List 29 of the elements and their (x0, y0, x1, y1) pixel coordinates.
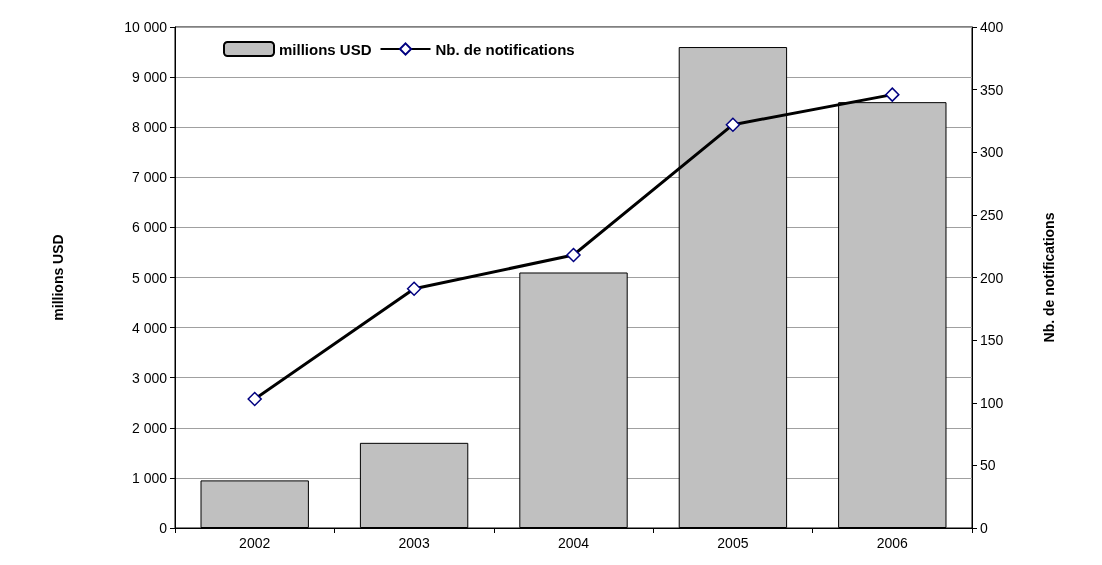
legend-label: Nb. de notifications (435, 40, 575, 58)
y2-tick-label: 300 (980, 144, 1004, 161)
x-tick-label: 2002 (239, 535, 271, 551)
x-tick-label: 2003 (398, 535, 430, 551)
y-tick-label: 5 000 (131, 269, 168, 286)
y-tick-label: 1 000 (131, 469, 168, 486)
y-tick-label: 6 000 (131, 219, 168, 236)
y-axis-title: millions USD (50, 234, 66, 321)
y2-tick-label: 50 (980, 457, 996, 474)
y-tick-label: 10 000 (124, 19, 168, 35)
y2-tick-label: 100 (980, 394, 1004, 411)
x-tick-label: 2005 (717, 535, 749, 551)
y-tick-label: 9 000 (131, 69, 168, 86)
y2-tick-label: 150 (980, 332, 1004, 349)
y2-axis-title: Nb. de notifications (1041, 212, 1057, 343)
x-tick-label: 2006 (876, 535, 909, 551)
y-tick-label: 0 (159, 520, 168, 536)
y2-tick-label: 350 (980, 81, 1004, 98)
y2-tick-label: 0 (980, 520, 988, 536)
y-tick-label: 7 000 (131, 169, 168, 186)
y2-tick-label: 250 (980, 206, 1004, 223)
legend-label: millions USD (279, 40, 372, 58)
y-tick-label: 4 000 (131, 319, 168, 336)
y-tick-label: 2 000 (131, 419, 168, 436)
y-tick-label: 3 000 (131, 369, 168, 386)
y2-tick-label: 200 (980, 269, 1004, 286)
x-tick-label: 2004 (557, 535, 590, 551)
y2-tick-label: 400 (980, 19, 1004, 35)
y-tick-label: 8 000 (131, 119, 168, 136)
